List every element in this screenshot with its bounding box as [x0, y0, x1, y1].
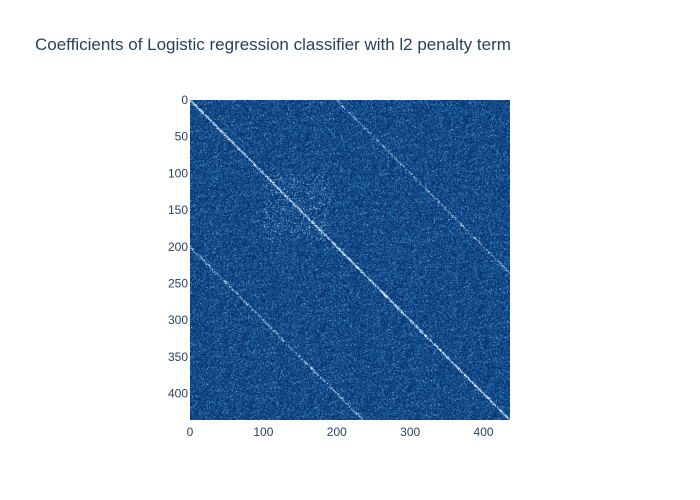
- x-tick-label: 300: [400, 425, 420, 439]
- y-tick-label: 400: [168, 387, 188, 401]
- y-tick-label: 150: [168, 203, 188, 217]
- plot-area: [190, 100, 510, 420]
- x-tick-label: 100: [253, 425, 273, 439]
- x-tick-label: 200: [327, 425, 347, 439]
- y-tick-label: 100: [168, 166, 188, 180]
- chart-title: Coefficients of Logistic regression clas…: [35, 35, 511, 54]
- x-tick-label: 0: [187, 425, 194, 439]
- y-tick-label: 350: [168, 350, 188, 364]
- y-tick-label: 0: [181, 93, 188, 107]
- y-tick-label: 200: [168, 240, 188, 254]
- y-tick-label: 250: [168, 276, 188, 290]
- heatmap-cells: [190, 100, 510, 420]
- x-tick-label: 400: [474, 425, 494, 439]
- y-axis: 0 50 100 150 200 250 300 350 400: [168, 93, 188, 401]
- y-tick-label: 300: [168, 313, 188, 327]
- x-axis: 0 100 200 300 400: [187, 425, 494, 439]
- y-tick-label: 50: [175, 130, 189, 144]
